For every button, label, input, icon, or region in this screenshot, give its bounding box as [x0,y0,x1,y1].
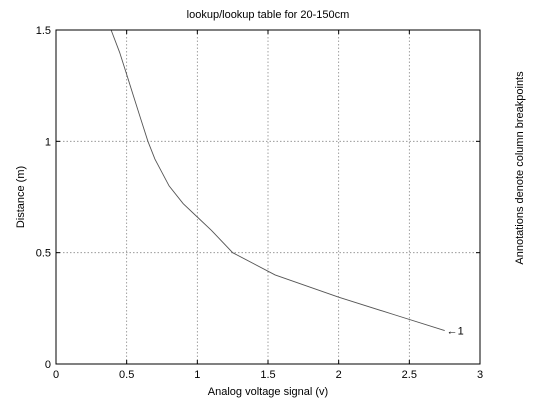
x-tick-label: 0.5 [119,369,134,381]
ticks: 0 0.5 1 1.5 2 2.5 3 0 0.5 1 1.5 [36,25,483,381]
x-axis-label: Analog voltage signal (v) [208,386,328,398]
series-line-0 [110,29,445,332]
x-tick-label: 2.5 [402,369,417,381]
y-tick-label: 1.5 [36,25,51,37]
series-layer [110,29,445,332]
y-tick-label: 0.5 [36,248,51,260]
y-tick-label: 0 [45,359,51,371]
breakpoint-annotation: ←1 [447,326,464,338]
x-tick-label: 0 [53,369,59,381]
x-tick-label: 1.5 [260,369,275,381]
chart-title: lookup/lookup table for 20-150cm [187,9,350,21]
annotations: ←1 [447,326,464,338]
grid [56,30,480,364]
side-label: Annotations denote column breakpoints [514,71,526,265]
y-tick-label: 1 [45,136,51,148]
x-tick-label: 2 [336,369,342,381]
x-tick-label: 3 [477,369,483,381]
y-axis-label: Distance (m) [15,166,27,228]
x-tick-label: 1 [194,369,200,381]
